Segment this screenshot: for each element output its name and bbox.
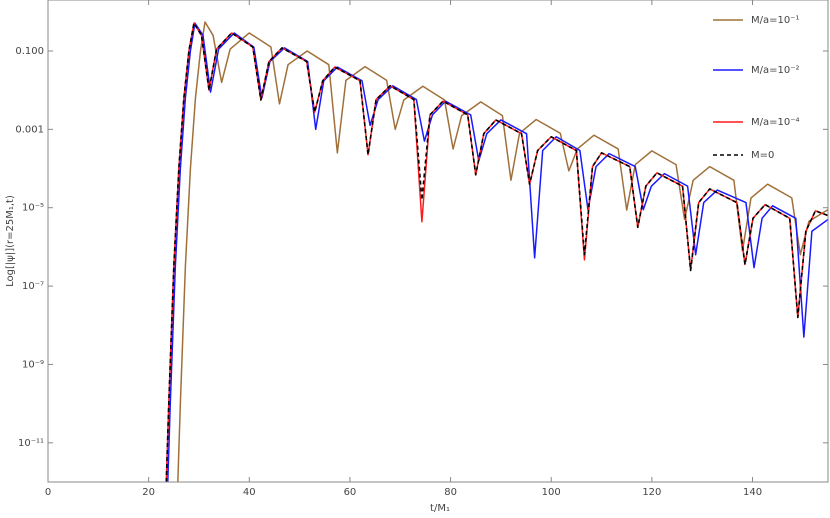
- y-tick-label: 10⁻⁵: [22, 203, 44, 214]
- y-tick-label: 10⁻⁹: [22, 359, 44, 370]
- y-tick-label: 0.001: [15, 124, 44, 135]
- x-tick-label: 140: [743, 487, 762, 498]
- plot-frame: [47, 0, 829, 483]
- x-tick-label: 20: [142, 487, 155, 498]
- y-tick-label: 0.100: [15, 46, 44, 57]
- legend-label: M=0: [751, 150, 774, 161]
- legend-label: M/a=10⁻²: [751, 65, 800, 76]
- y-tick-label: 10⁻¹¹: [18, 438, 44, 449]
- y-tick-label: 10⁻⁷: [22, 281, 44, 292]
- x-tick-label: 40: [243, 487, 256, 498]
- series-line: [165, 22, 828, 482]
- y-axis-label: Log[|ψ|](r=25M₁,t): [5, 195, 16, 287]
- series-line: [167, 22, 828, 482]
- legend-label: M/a=10⁻⁴: [751, 117, 800, 128]
- plot-area: [165, 21, 828, 482]
- x-tick-label: 100: [542, 487, 561, 498]
- x-tick-label: 60: [344, 487, 357, 498]
- series-line: [165, 22, 828, 482]
- x-tick-label: 0: [45, 487, 51, 498]
- series-line: [177, 21, 828, 482]
- x-tick-label: 120: [642, 487, 661, 498]
- x-tick-label: 80: [444, 487, 457, 498]
- x-axis-label: t/M₁: [430, 503, 450, 514]
- legend-label: M/a=10⁻¹: [751, 15, 800, 26]
